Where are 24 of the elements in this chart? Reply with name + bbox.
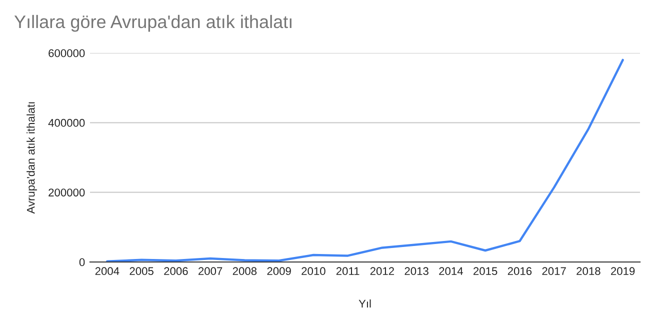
- x-tick-label: 2012: [370, 267, 394, 276]
- x-tick-label: 2009: [267, 267, 291, 276]
- x-tick-label: 2014: [439, 267, 463, 276]
- y-tick-label: 600000: [48, 49, 85, 58]
- x-tick-label: 2005: [130, 267, 154, 276]
- x-tick-label: 2019: [611, 267, 635, 276]
- x-tick-label: 2010: [302, 267, 326, 276]
- y-tick-label: 400000: [48, 118, 85, 127]
- line-series: [106, 58, 624, 262]
- x-tick-label: 2018: [576, 267, 600, 276]
- x-tick-label: 2008: [232, 267, 257, 276]
- y-axis-title: Avrupa'dan atık ithalatı: [26, 102, 37, 214]
- y-tick-label: 200000: [48, 188, 85, 196]
- x-tick-label: 2004: [95, 267, 120, 276]
- x-tick-label: 2007: [198, 267, 222, 276]
- x-tick-label: 2015: [474, 267, 498, 276]
- x-tick-label: 2017: [542, 267, 566, 276]
- y-tick-label: 0: [79, 258, 85, 266]
- chart-title: Yıllara göre Avrupa'dan atık ithalatı: [14, 14, 292, 32]
- x-tick-label: 2016: [508, 267, 532, 276]
- x-tick-label: 2006: [164, 267, 188, 276]
- x-tick-label: 2013: [404, 267, 428, 276]
- x-tick-label: 2011: [336, 267, 360, 276]
- x-axis-title: Yıl: [358, 299, 371, 308]
